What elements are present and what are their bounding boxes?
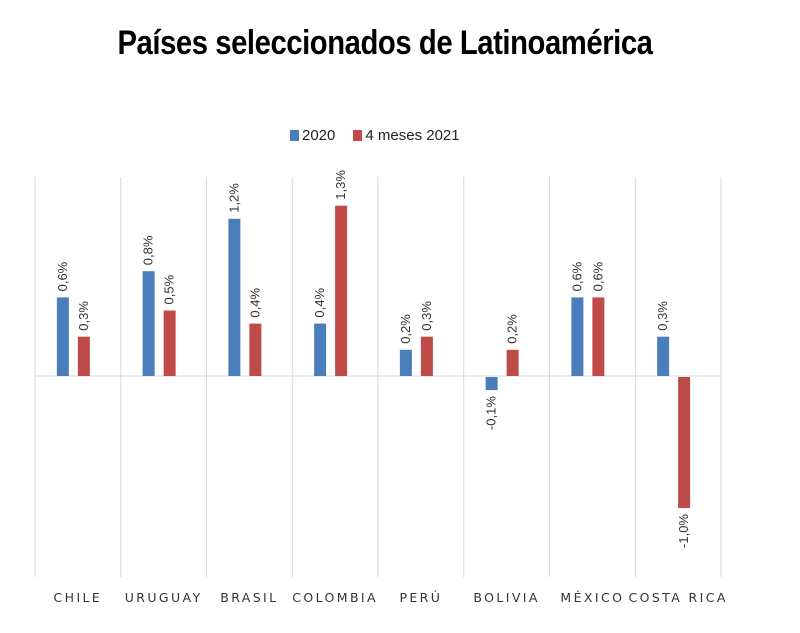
chart-title: Países seleccionados de Latinoamérica	[117, 24, 653, 62]
category-label: BOLIVIA	[473, 590, 539, 605]
bar-2020	[399, 349, 412, 376]
data-label-2021: 1,3%	[333, 170, 348, 200]
data-label-2021: 0,4%	[247, 288, 262, 318]
bar-2021	[77, 336, 90, 376]
data-label-2020: 0,6%	[569, 261, 584, 291]
legend-label-2020: 2020	[302, 127, 336, 144]
legend-label-2021: 4 meses 2021	[365, 127, 460, 144]
data-label-2021: 0,2%	[505, 314, 520, 344]
legend-swatch-2021	[353, 130, 363, 141]
bar-2020	[485, 377, 498, 391]
bar-2020	[657, 336, 670, 376]
legend-swatch-2020	[290, 130, 299, 141]
bar-2021	[249, 323, 262, 376]
data-label-2020: 0,2%	[398, 314, 413, 344]
bar-2021	[506, 349, 519, 376]
category-label: BRASIL	[220, 590, 278, 605]
bar-2020	[142, 271, 155, 376]
category-label: PERÚ	[399, 590, 442, 605]
data-label-2020: 0,3%	[655, 301, 670, 331]
data-label-2020: 1,2%	[226, 183, 241, 213]
bar-2021	[163, 310, 176, 376]
legend-item-2021: 4 meses 2021	[353, 127, 460, 144]
category-label: CHILE	[54, 590, 103, 605]
bar-2021	[335, 205, 348, 376]
category-label: COLOMBIA	[292, 590, 378, 605]
data-label-2021: 0,6%	[590, 261, 605, 291]
category-label: URUGUAY	[125, 590, 203, 605]
legend-item-2020: 2020	[290, 127, 335, 144]
bar-2021	[678, 377, 691, 508]
data-label-2020: 0,4%	[312, 288, 327, 318]
data-label-2021: 0,3%	[419, 301, 434, 331]
category-label: COSTA RICA	[628, 590, 727, 605]
data-label-2021: 0,5%	[162, 274, 177, 304]
category-label: MÉXICO	[560, 590, 624, 605]
bar-2021	[420, 336, 433, 376]
bar-2020	[571, 297, 584, 376]
data-label-2020: -0,1%	[484, 396, 499, 430]
data-label-2020: 0,8%	[141, 235, 156, 265]
data-label-2021: -1,0%	[676, 514, 691, 548]
bar-2020	[314, 323, 327, 376]
bar-2021	[592, 297, 605, 376]
legend: 2020 4 meses 2021	[290, 127, 478, 144]
bar-2020	[228, 218, 241, 376]
data-label-2020: 0,6%	[55, 261, 70, 291]
data-label-2021: 0,3%	[76, 301, 91, 331]
bar-2020	[56, 297, 69, 376]
